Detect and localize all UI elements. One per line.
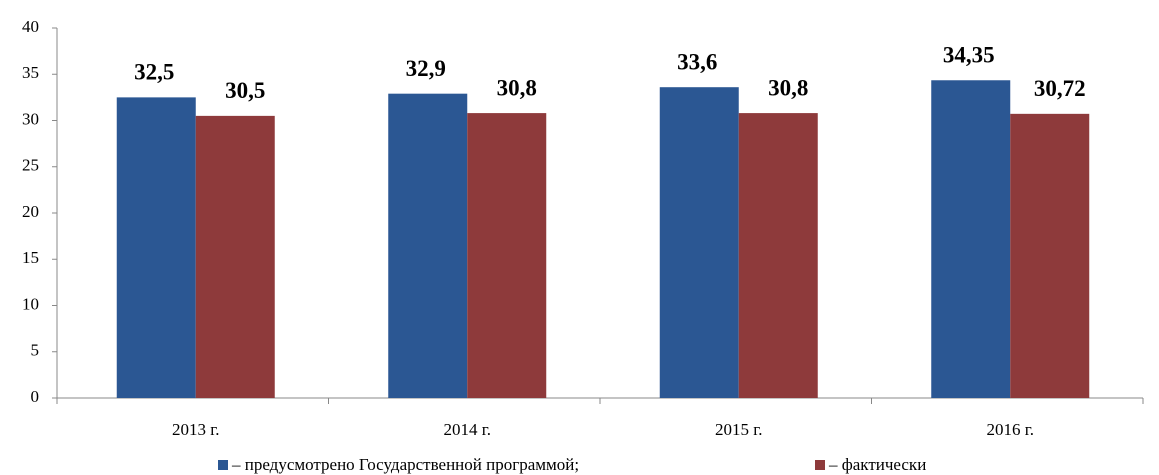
bar <box>738 113 818 398</box>
y-tick-label: 40 <box>22 17 39 36</box>
bar <box>931 80 1011 398</box>
bar <box>195 115 275 398</box>
y-tick-label: 5 <box>31 341 40 360</box>
bar <box>1010 113 1090 398</box>
legend-label: – фактически <box>828 455 926 474</box>
y-tick-label: 30 <box>22 109 39 128</box>
y-tick-label: 25 <box>22 156 39 175</box>
value-label: 30,5 <box>225 78 265 103</box>
legend-label: – предусмотрено Государственной программ… <box>231 455 579 474</box>
value-label: 30,72 <box>1034 76 1086 101</box>
value-label: 32,5 <box>134 60 174 85</box>
legend-swatch <box>218 460 228 470</box>
value-label: 33,6 <box>677 49 717 74</box>
y-tick-label: 20 <box>22 202 39 221</box>
bar <box>116 97 196 398</box>
y-tick-label: 35 <box>22 63 39 82</box>
value-label: 30,8 <box>768 75 808 100</box>
x-tick-label: 2015 г. <box>715 420 763 439</box>
x-tick-label: 2016 г. <box>986 420 1034 439</box>
y-tick-label: 0 <box>31 387 40 406</box>
y-tick-label: 10 <box>22 294 39 313</box>
value-label: 32,9 <box>406 56 446 81</box>
bar <box>467 113 547 398</box>
x-tick-label: 2013 г. <box>172 420 220 439</box>
y-tick-label: 15 <box>22 248 39 267</box>
value-label: 34,35 <box>943 43 995 68</box>
legend-swatch <box>815 460 825 470</box>
bar <box>388 93 468 399</box>
value-label: 30,8 <box>497 75 537 100</box>
x-tick-label: 2014 г. <box>443 420 491 439</box>
bar <box>659 87 739 398</box>
